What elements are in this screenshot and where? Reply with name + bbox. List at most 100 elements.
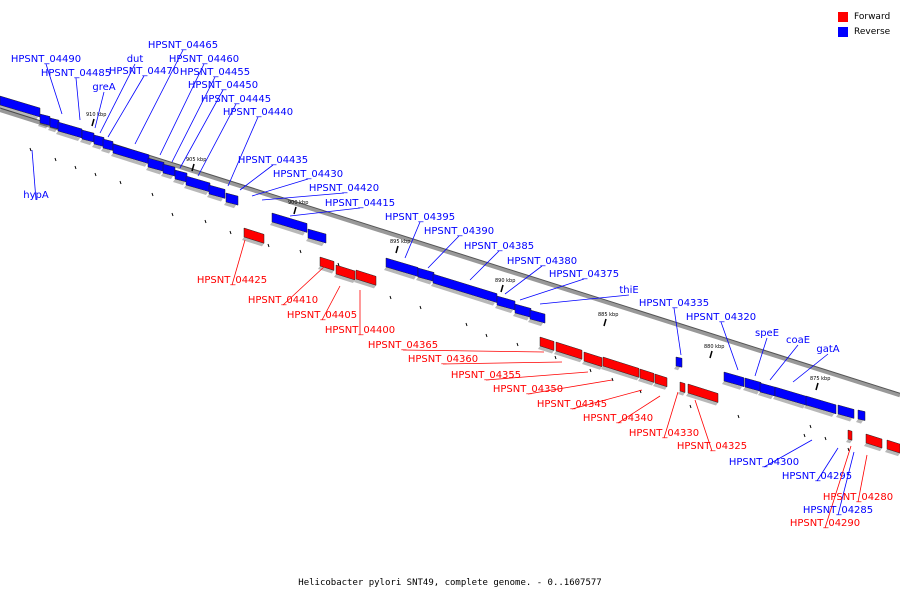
gene-forward-6[interactable] xyxy=(582,351,603,370)
gene-forward-11[interactable] xyxy=(686,383,719,406)
gene-forward-12[interactable] xyxy=(846,429,853,444)
gene-coae-25[interactable] xyxy=(758,382,776,400)
gene-forward-14[interactable] xyxy=(885,439,900,457)
gene-hpsnt-04385-18[interactable] xyxy=(431,273,498,306)
gene-hpsnt-04460-6[interactable] xyxy=(101,138,114,154)
scale-tick-label: 875 kbp xyxy=(810,376,830,382)
gene-hpsnt-04440-10[interactable] xyxy=(173,169,188,186)
gene-label-hpsnt-04460: HPSNT_04460 xyxy=(159,54,239,156)
gene-label-hpsnt-04380: HPSNT_04380 xyxy=(504,256,577,295)
scale-tick xyxy=(815,382,819,391)
gene-forward-4[interactable] xyxy=(538,336,555,354)
gene-label-hpsnt-04350: HPSNT_04350 xyxy=(493,379,613,395)
gene-grea-2[interactable] xyxy=(48,117,60,133)
gene-hpsnt-04430-13[interactable] xyxy=(224,192,239,209)
svg-text:speE: speE xyxy=(755,328,779,339)
gene-hpsnt-04335-22[interactable] xyxy=(674,356,683,371)
svg-text:HPSNT_04375: HPSNT_04375 xyxy=(549,269,619,280)
svg-text:HPSNT_04335: HPSNT_04335 xyxy=(639,298,709,309)
svg-text:HPSNT_04385: HPSNT_04385 xyxy=(464,241,534,252)
gene-forward-7[interactable] xyxy=(601,356,640,381)
gene-hpsnt-04380-19[interactable] xyxy=(495,295,516,314)
axis-tick-mark xyxy=(229,230,232,235)
gene-forward-0[interactable] xyxy=(242,227,265,247)
gene-hpsnt-04295-28[interactable] xyxy=(836,404,855,422)
gene-hpsnt-04450-8[interactable] xyxy=(146,157,165,175)
gene-hpsnt-04455-7[interactable] xyxy=(111,143,150,167)
gene-forward-9[interactable] xyxy=(653,373,668,390)
gene-spee-24[interactable] xyxy=(743,377,762,395)
gene-hpsnt-04320-23[interactable] xyxy=(722,371,745,390)
gene-label-hpsnt-04450: HPSNT_04450 xyxy=(179,80,258,169)
axis-tick-mark xyxy=(299,249,302,254)
scale-tick-label: 885 kbp xyxy=(598,312,618,318)
gene-dut-3[interactable] xyxy=(56,121,83,141)
gene-label-hpsnt-04400: HPSNT_04400 xyxy=(325,290,395,336)
axis-tick-mark xyxy=(809,424,812,429)
gene-label-hpsnt-04385: HPSNT_04385 xyxy=(464,241,534,281)
gene-forward-10[interactable] xyxy=(678,381,686,396)
axis-tick-mark xyxy=(119,180,122,185)
gene-label-hpsnt-04435: HPSNT_04435 xyxy=(238,155,308,191)
svg-text:HPSNT_04285: HPSNT_04285 xyxy=(803,505,873,516)
axis-tick-mark xyxy=(389,295,392,300)
gene-gata-26[interactable] xyxy=(773,386,808,409)
svg-text:HPSNT_04455: HPSNT_04455 xyxy=(180,67,250,78)
gene-hpsnt-04470-4[interactable] xyxy=(80,129,95,146)
axis-tick-mark xyxy=(516,342,519,347)
axis-tick-mark xyxy=(151,192,154,197)
svg-text:HPSNT_04415: HPSNT_04415 xyxy=(325,198,395,209)
gene-forward-1[interactable] xyxy=(318,256,335,274)
gene-forward-2[interactable] xyxy=(334,264,356,284)
svg-text:HPSNT_04410: HPSNT_04410 xyxy=(248,295,318,306)
gene-hpsnt-04285-29[interactable] xyxy=(856,409,866,424)
svg-text:greA: greA xyxy=(92,82,115,93)
svg-text:HPSNT_04280: HPSNT_04280 xyxy=(823,492,893,503)
gene-label-hpsnt-04410: HPSNT_04410 xyxy=(248,265,326,306)
gene-thie-21[interactable] xyxy=(528,309,546,327)
axis-tick-mark xyxy=(419,305,422,310)
axis-tick-mark xyxy=(29,147,32,152)
gene-forward-8[interactable] xyxy=(638,368,655,386)
gene-forward-3[interactable] xyxy=(354,269,377,289)
gene-hypa-11[interactable] xyxy=(184,175,211,195)
gene-label-hpsnt-04490: HPSNT_04490 xyxy=(11,54,81,115)
gene-label-hypa: hypA xyxy=(23,149,49,201)
svg-text:HPSNT_04350: HPSNT_04350 xyxy=(493,384,563,395)
scale-tick xyxy=(500,284,504,293)
scale-tick xyxy=(395,245,399,254)
gene-label-hpsnt-04285: HPSNT_04285 xyxy=(803,451,873,516)
scale-tick xyxy=(91,118,95,127)
gene-hpsnt-04465-5[interactable] xyxy=(92,134,105,150)
gene-label-hpsnt-04360: HPSNT_04360 xyxy=(408,354,563,365)
gene-hpsnt-04300-27[interactable] xyxy=(804,395,837,417)
gene-hpsnt-04420-14[interactable] xyxy=(270,212,308,236)
gene-hpsnt-04395-16[interactable] xyxy=(384,257,419,280)
scale-tick-label: 905 kbp xyxy=(186,157,206,163)
axis-tick-mark xyxy=(267,243,270,248)
svg-text:HPSNT_04300: HPSNT_04300 xyxy=(729,457,799,468)
gene-hpsnt-04415-15[interactable] xyxy=(306,228,327,247)
gene-label-spee: speE xyxy=(754,328,779,377)
gene-hpsnt-04485-1[interactable] xyxy=(38,113,51,129)
svg-text:gatA: gatA xyxy=(816,344,839,355)
gene-label-hpsnt-04390: HPSNT_04390 xyxy=(424,226,494,269)
svg-text:HPSNT_04470: HPSNT_04470 xyxy=(109,66,179,77)
gene-forward-13[interactable] xyxy=(864,433,883,452)
genome-axis-edge xyxy=(0,107,900,394)
gene-label-hpsnt-04465: HPSNT_04465 xyxy=(134,40,218,145)
scale-tick xyxy=(191,163,195,172)
svg-text:HPSNT_04460: HPSNT_04460 xyxy=(169,54,239,65)
gene-hpsnt-04435-12[interactable] xyxy=(207,184,226,202)
gene-forward-5[interactable] xyxy=(554,341,583,363)
gene-label-hpsnt-04330: HPSNT_04330 xyxy=(629,391,699,439)
axis-tick-mark xyxy=(465,322,468,327)
gene-label-hpsnt-04470: HPSNT_04470 xyxy=(107,66,179,138)
svg-text:thiE: thiE xyxy=(619,285,638,296)
scale-tick xyxy=(709,350,713,359)
svg-text:HPSNT_04330: HPSNT_04330 xyxy=(629,428,699,439)
gene-hpsnt-04390-17[interactable] xyxy=(416,267,435,285)
gene-hpsnt-04375-20[interactable] xyxy=(513,303,532,321)
scale-tick-label: 910 kbp xyxy=(86,112,106,118)
